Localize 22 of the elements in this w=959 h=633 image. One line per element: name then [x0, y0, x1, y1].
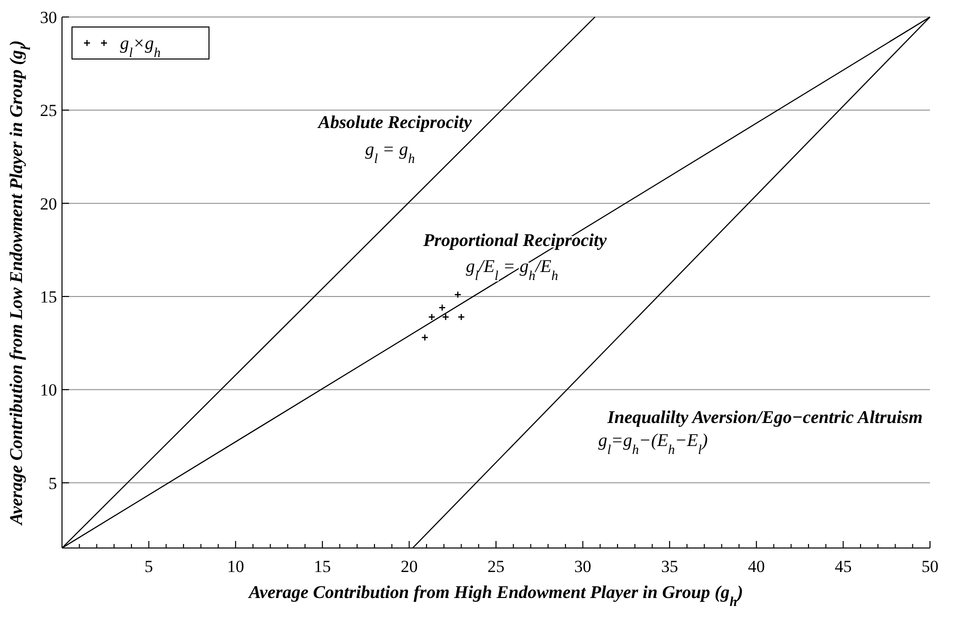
x-tick-label: 20 — [400, 557, 418, 576]
x-tick-label: 15 — [314, 557, 331, 576]
x-tick-label: 30 — [574, 557, 592, 576]
legend-label: g$_{l}$×g$_{h}$ — [120, 33, 161, 60]
x-tick-label: 5 — [144, 557, 154, 576]
x-tick-label: 45 — [834, 557, 852, 576]
annotation: g$_{l}$ = g$_{h}$ — [365, 139, 416, 166]
x-tick-label: 10 — [227, 557, 244, 576]
y-tick-label: 15 — [40, 287, 57, 306]
text: g$_{l}$=g$_{h}$−(E$_{h}$−E$_{l}$) — [598, 430, 708, 456]
x-tick-label: 40 — [748, 557, 765, 576]
x-tick-label: 50 — [922, 557, 938, 576]
y-tick-label: 10 — [40, 380, 57, 400]
annotation: Inequalilty Aversion/Ego−centric Altruism — [606, 407, 923, 427]
annotation: Absolute Reciprocity — [317, 112, 473, 132]
y-tick-label: 20 — [40, 194, 57, 214]
y-tick-label: 5 — [48, 474, 57, 493]
y-tick-label: 25 — [40, 101, 57, 120]
x-tick-label: 25 — [488, 557, 504, 576]
x-axis-title: Average Contribution from High Endowment Player in Group (g$_{h}$) — [248, 582, 744, 608]
x-tick-label: 35 — [661, 557, 678, 576]
y-tick-label: 30 — [40, 8, 57, 27]
